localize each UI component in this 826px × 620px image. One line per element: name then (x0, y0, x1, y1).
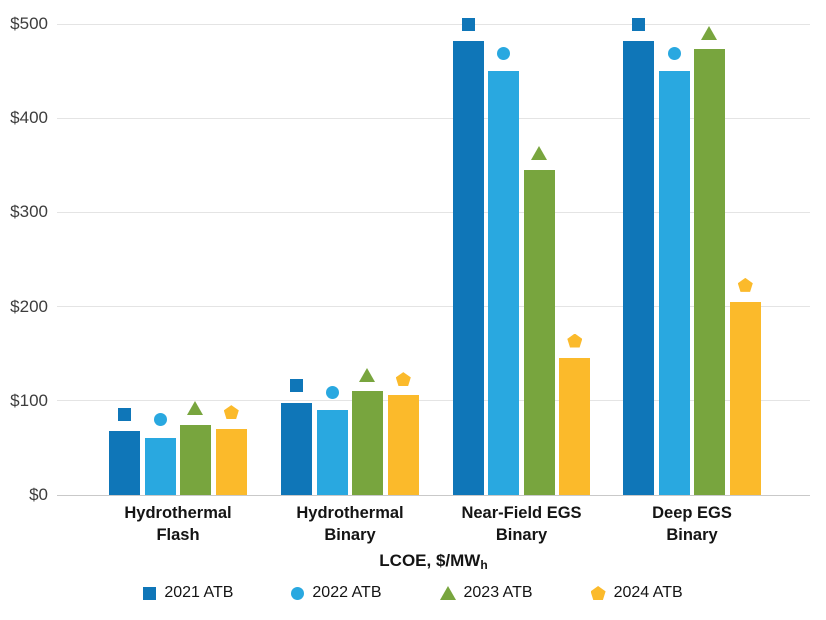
pentagon-marker-icon (395, 372, 411, 387)
triangle-marker-icon (530, 146, 547, 161)
y-gridline (57, 306, 810, 308)
bar-2021-atb-near-field-egs-binary (452, 41, 484, 495)
triangle-marker-icon (701, 25, 718, 40)
bar-2023-atb-hydrothermal-flash (180, 425, 212, 495)
legend-item-2021-atb: 2021 ATB (143, 584, 233, 602)
bar-2023-atb-deep-egs-binary (694, 49, 726, 495)
square-marker-icon (632, 17, 646, 31)
category-label-deep-egs-binary: Deep EGS Binary (652, 504, 732, 544)
x-axis-title-subscript: h (480, 558, 488, 572)
bar-2021-atb-hydrothermal-binary (281, 402, 313, 495)
y-tick-label: $0 (29, 485, 48, 504)
category-label-hydrothermal-flash: Hydrothermal Flash (124, 504, 232, 544)
legend-item-2024-atb: 2024 ATB (590, 584, 683, 602)
circle-icon (291, 586, 305, 600)
triangle-marker-icon (359, 368, 376, 383)
legend-label: 2022 ATB (312, 584, 382, 601)
legend-label: 2021 ATB (164, 584, 234, 601)
square-marker-icon (290, 379, 304, 393)
circle-marker-icon (325, 385, 339, 399)
y-tick-label: $500 (10, 14, 48, 33)
bar-2024-atb-hydrothermal-flash (215, 429, 247, 495)
bar-2021-atb-hydrothermal-flash (109, 430, 141, 495)
circle-marker-icon (153, 413, 167, 427)
y-gridline (57, 400, 810, 402)
bar-2022-atb-hydrothermal-flash (144, 437, 176, 495)
legend-label: 2023 ATB (463, 584, 533, 601)
legend-item-2022-atb: 2022 ATB (291, 584, 382, 602)
pentagon-marker-icon (567, 333, 583, 348)
y-tick-label: $100 (10, 390, 48, 410)
x-axis-line (57, 495, 810, 496)
triangle-icon (439, 586, 456, 600)
y-tick-label: $400 (10, 108, 48, 128)
legend-label: 2024 ATB (613, 584, 683, 601)
bar-2022-atb-deep-egs-binary (658, 71, 690, 495)
pentagon-marker-icon (223, 405, 239, 420)
y-tick-label: $300 (10, 202, 48, 222)
bar-2022-atb-near-field-egs-binary (488, 71, 520, 495)
bar-2024-atb-deep-egs-binary (729, 301, 761, 495)
category-label-hydrothermal-binary: Hydrothermal Binary (296, 504, 404, 544)
bar-2021-atb-deep-egs-binary (623, 41, 655, 495)
y-gridline (57, 23, 810, 25)
legend-item-2023-atb: 2023 ATB (439, 584, 533, 602)
bar-2022-atb-hydrothermal-binary (316, 410, 348, 495)
square-icon (143, 586, 157, 600)
y-gridline (57, 211, 810, 213)
bar-2024-atb-hydrothermal-binary (387, 395, 419, 495)
y-gridline (57, 117, 810, 119)
y-tick-label: $200 (10, 296, 48, 316)
square-marker-icon (461, 17, 475, 31)
square-marker-icon (118, 408, 132, 422)
circle-marker-icon (497, 46, 511, 60)
pentagon-icon (590, 586, 606, 600)
triangle-marker-icon (187, 401, 204, 416)
bar-2023-atb-hydrothermal-binary (352, 391, 384, 495)
x-axis-title-text: LCOE, $/MW (379, 551, 481, 570)
circle-marker-icon (667, 46, 681, 60)
bar-2023-atb-near-field-egs-binary (523, 170, 555, 495)
legend: 2021 ATB 2022 ATB 2023 ATB 2024 ATB (0, 584, 826, 602)
bar-2024-atb-near-field-egs-binary (559, 358, 591, 495)
pentagon-marker-icon (737, 277, 753, 292)
category-label-near-field-egs-binary: Near-Field EGS Binary (461, 504, 582, 544)
x-axis-title: LCOE, $/MWh (57, 551, 810, 572)
